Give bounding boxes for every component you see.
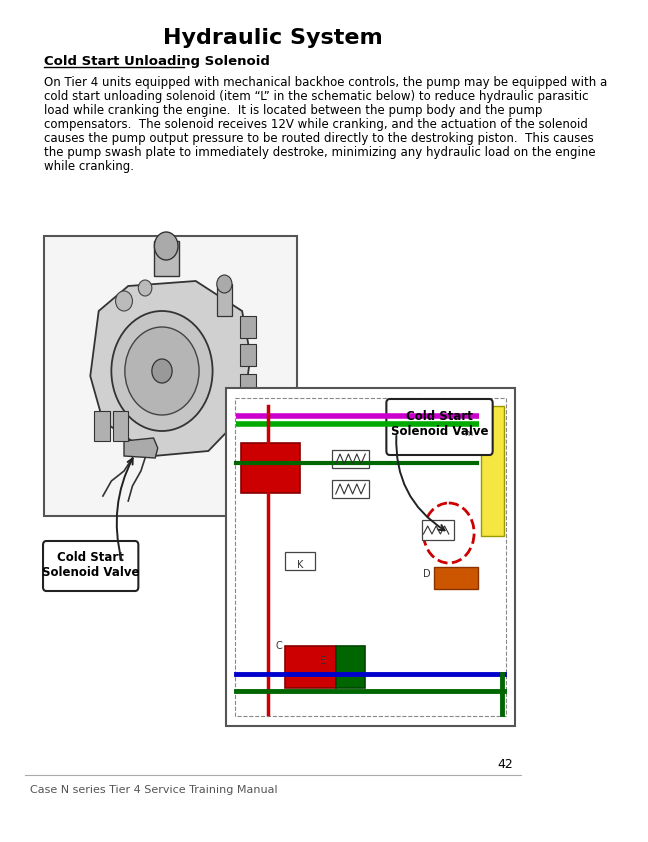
Bar — [332, 450, 369, 468]
Text: E: E — [320, 656, 326, 666]
Bar — [285, 552, 315, 570]
Text: cold start unloading solenoid (item “L” in the schematic below) to reduce hydrau: cold start unloading solenoid (item “L” … — [44, 90, 588, 103]
Bar — [434, 567, 478, 589]
FancyBboxPatch shape — [43, 541, 139, 591]
Text: m: m — [464, 429, 472, 438]
Bar — [235, 398, 506, 716]
Circle shape — [115, 291, 132, 311]
Bar — [154, 241, 179, 276]
Circle shape — [139, 280, 152, 296]
Text: Cold Start Unloading Solenoid: Cold Start Unloading Solenoid — [44, 55, 270, 68]
Bar — [422, 520, 454, 540]
Text: Case N series Tier 4 Service Training Manual: Case N series Tier 4 Service Training Ma… — [30, 785, 277, 795]
Polygon shape — [124, 438, 157, 458]
Circle shape — [152, 359, 172, 383]
Bar — [240, 344, 257, 366]
Circle shape — [154, 232, 178, 260]
Text: causes the pump output pressure to be routed directly to the destroking piston. : causes the pump output pressure to be ro… — [44, 132, 594, 145]
Bar — [240, 316, 257, 338]
Bar — [217, 284, 232, 316]
Text: K: K — [297, 560, 303, 570]
Text: C: C — [275, 641, 282, 651]
Text: On Tier 4 units equipped with mechanical backhoe controls, the pump may be equip: On Tier 4 units equipped with mechanical… — [44, 76, 607, 89]
Circle shape — [125, 327, 199, 415]
Bar — [336, 646, 365, 688]
Text: 42: 42 — [497, 758, 513, 771]
Text: while cranking.: while cranking. — [44, 160, 134, 173]
Text: load while cranking the engine.  It is located between the pump body and the pum: load while cranking the engine. It is lo… — [44, 104, 542, 117]
Text: compensators.  The solenoid receives 12V while cranking, and the actuation of th: compensators. The solenoid receives 12V … — [44, 118, 588, 131]
Circle shape — [111, 311, 213, 431]
Polygon shape — [90, 281, 251, 456]
Text: Cold Start
Solenoid Valve: Cold Start Solenoid Valve — [41, 551, 139, 579]
Bar — [113, 411, 128, 441]
Bar — [332, 480, 369, 498]
Bar — [285, 646, 336, 688]
Circle shape — [217, 275, 232, 293]
Bar — [226, 388, 515, 726]
Text: the pump swash plate to immediately destroke, minimizing any hydraulic load on t: the pump swash plate to immediately dest… — [44, 146, 596, 159]
Text: Hydraulic System: Hydraulic System — [163, 28, 383, 48]
Bar — [44, 236, 297, 516]
Bar — [241, 443, 300, 493]
Text: D: D — [422, 569, 430, 579]
Bar — [95, 411, 110, 441]
Bar — [240, 374, 257, 396]
FancyBboxPatch shape — [386, 399, 492, 455]
Text: Cold Start
Solenoid Valve: Cold Start Solenoid Valve — [391, 410, 488, 438]
Bar — [481, 406, 505, 536]
